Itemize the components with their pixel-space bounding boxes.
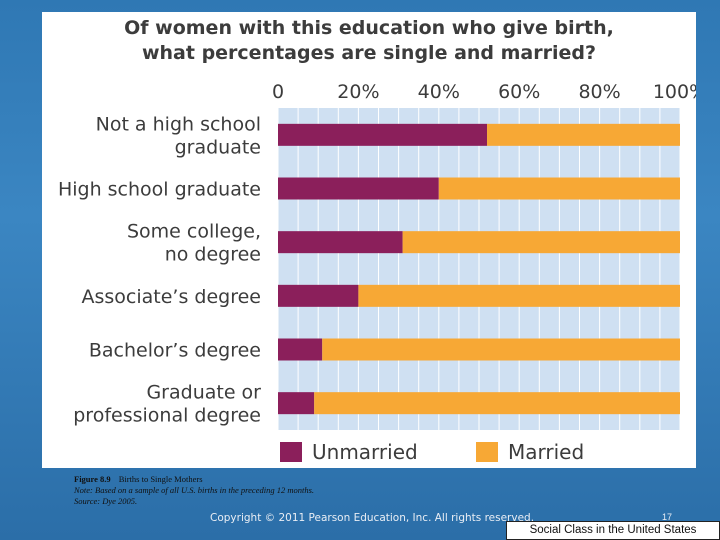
- figure-source: Source: Dye 2005.: [74, 496, 138, 506]
- x-tick-label: 0: [272, 81, 284, 103]
- category-label: Associate’s degree: [82, 286, 262, 308]
- bar-married: [487, 123, 680, 146]
- copyright-text: Copyright © 2011 Pearson Education, Inc.…: [210, 512, 535, 524]
- category-label: High school graduate: [58, 179, 261, 201]
- bar-married: [438, 177, 680, 200]
- chart-title-line-1: Of women with this education who give bi…: [124, 17, 614, 39]
- category-label: Bachelor’s degree: [89, 340, 261, 362]
- category-label: professional degree: [73, 405, 261, 427]
- bar-married: [358, 284, 680, 307]
- category-label: Not a high school: [96, 113, 261, 135]
- figure-note: Note: Based on a sample of all U.S. birt…: [74, 485, 315, 495]
- bar-married: [402, 231, 680, 254]
- figure-caption: Figure 8.9 Births to Single Mothers Note:…: [74, 474, 474, 507]
- category-label: graduate: [175, 136, 261, 158]
- legend-swatch-married: [476, 442, 498, 462]
- category-label: Graduate or: [146, 382, 261, 404]
- chart-title-line-2: what percentages are single and married?: [141, 42, 597, 64]
- bar-married: [314, 392, 680, 415]
- x-tick-label: 100%: [653, 81, 696, 103]
- bar-unmarried: [278, 338, 323, 361]
- bar-unmarried: [278, 231, 403, 254]
- page-number: 17: [662, 512, 673, 522]
- chart-title: Of women with this education who give bi…: [42, 12, 696, 66]
- x-tick-label: 40%: [418, 81, 460, 103]
- category-label: Some college,: [127, 221, 261, 243]
- x-tick-label: 60%: [498, 81, 540, 103]
- x-tick-label: 20%: [337, 81, 379, 103]
- category-label: no degree: [165, 244, 261, 266]
- bar-unmarried: [278, 123, 488, 146]
- figure-title: Births to Single Mothers: [118, 474, 203, 484]
- bar-chart: 0 20% 40% 60% 80% 100% Not a high schoolgradua…: [58, 81, 696, 464]
- bar-unmarried: [278, 392, 315, 415]
- legend-label-married: Married: [508, 440, 584, 464]
- figure-label: Figure 8.9: [74, 474, 111, 484]
- x-tick-label: 80%: [578, 81, 620, 103]
- course-title: Social Class in the United States: [506, 521, 720, 540]
- bar-unmarried: [278, 177, 439, 200]
- legend-label-unmarried: Unmarried: [312, 440, 418, 464]
- bar-married: [322, 338, 680, 361]
- bar-unmarried: [278, 284, 359, 307]
- legend-swatch-unmarried: [280, 442, 302, 462]
